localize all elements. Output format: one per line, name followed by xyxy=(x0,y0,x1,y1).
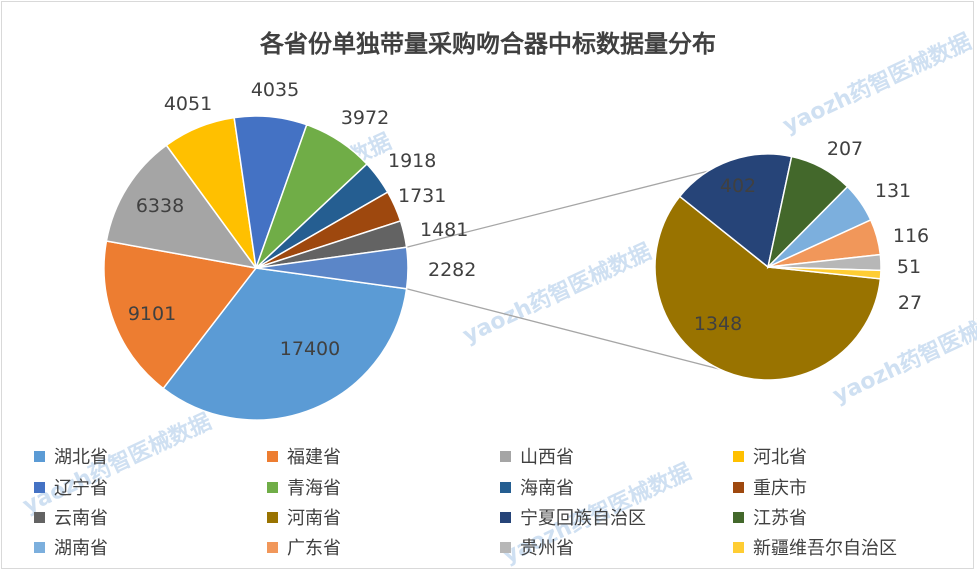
data-label: 116 xyxy=(893,225,929,247)
data-label: 207 xyxy=(827,138,863,160)
legend-swatch xyxy=(733,542,744,553)
legend-swatch xyxy=(267,512,278,523)
connector-line xyxy=(406,288,724,371)
data-label: 1731 xyxy=(398,185,446,207)
legend-entry: 云南省 xyxy=(54,508,108,529)
data-label: 3972 xyxy=(341,107,389,129)
legend-entry: 福建省 xyxy=(287,447,341,468)
legend-swatch xyxy=(500,542,511,553)
legend-entry: 辽宁省 xyxy=(54,478,108,499)
data-label: 17400 xyxy=(280,338,340,360)
legend-swatch xyxy=(267,451,278,462)
data-label: 9101 xyxy=(128,303,176,325)
legend-swatch xyxy=(500,451,511,462)
legend-swatch xyxy=(733,512,744,523)
legend-entry: 宁夏回族自治区 xyxy=(520,508,646,529)
watermark-text: yaozh药智医械数据 xyxy=(459,239,656,349)
data-label: 4051 xyxy=(164,93,212,115)
legend-swatch xyxy=(733,482,744,493)
legend-entry: 山西省 xyxy=(520,447,574,468)
data-label: 402 xyxy=(720,175,756,197)
legend-entry: 重庆市 xyxy=(753,478,807,499)
legend-swatch xyxy=(500,512,511,523)
legend-swatch xyxy=(34,542,45,553)
legend-entry: 广东省 xyxy=(287,538,341,559)
pie-slice xyxy=(162,267,408,421)
data-label: 1918 xyxy=(388,150,436,172)
watermark-text: yaozh药智医械数据 xyxy=(779,29,976,139)
pie-slice-other xyxy=(255,246,409,290)
pie-slice xyxy=(105,144,258,270)
pie-slice xyxy=(103,240,258,390)
legend-entry: 贵州省 xyxy=(520,538,574,559)
legend-entry: 河南省 xyxy=(287,508,341,529)
legend-entry: 湖北省 xyxy=(54,447,108,468)
legend-swatch xyxy=(34,451,45,462)
legend-entry: 青海省 xyxy=(287,478,341,499)
legend-swatch xyxy=(34,512,45,523)
data-label: 2282 xyxy=(428,259,476,281)
legend-swatch xyxy=(500,482,511,493)
legend-entry: 新疆维吾尔自治区 xyxy=(753,538,897,559)
data-label: 4035 xyxy=(251,79,299,101)
data-label: 1481 xyxy=(420,219,468,241)
legend-entry: 湖南省 xyxy=(54,538,108,559)
legend-entry: 江苏省 xyxy=(753,508,807,529)
data-label: 131 xyxy=(875,180,911,202)
data-label: 6338 xyxy=(136,195,184,217)
pie-slice xyxy=(678,153,793,269)
legend-entry: 河北省 xyxy=(753,447,807,468)
legend-swatch xyxy=(733,451,744,462)
data-label: 51 xyxy=(897,256,921,278)
pie-slice xyxy=(654,195,882,381)
legend-entry: 海南省 xyxy=(520,478,574,499)
data-label: 1348 xyxy=(694,313,742,335)
legend-swatch xyxy=(267,482,278,493)
pie-slice xyxy=(767,266,882,280)
connector-line xyxy=(406,157,761,248)
watermark-text: yaozh药智医械数据 xyxy=(19,409,216,519)
chart-title: 各省份单独带量采购吻合器中标数据量分布 xyxy=(259,30,716,58)
data-label: 27 xyxy=(898,292,922,314)
legend-swatch xyxy=(34,482,45,493)
legend-swatch xyxy=(267,542,278,553)
